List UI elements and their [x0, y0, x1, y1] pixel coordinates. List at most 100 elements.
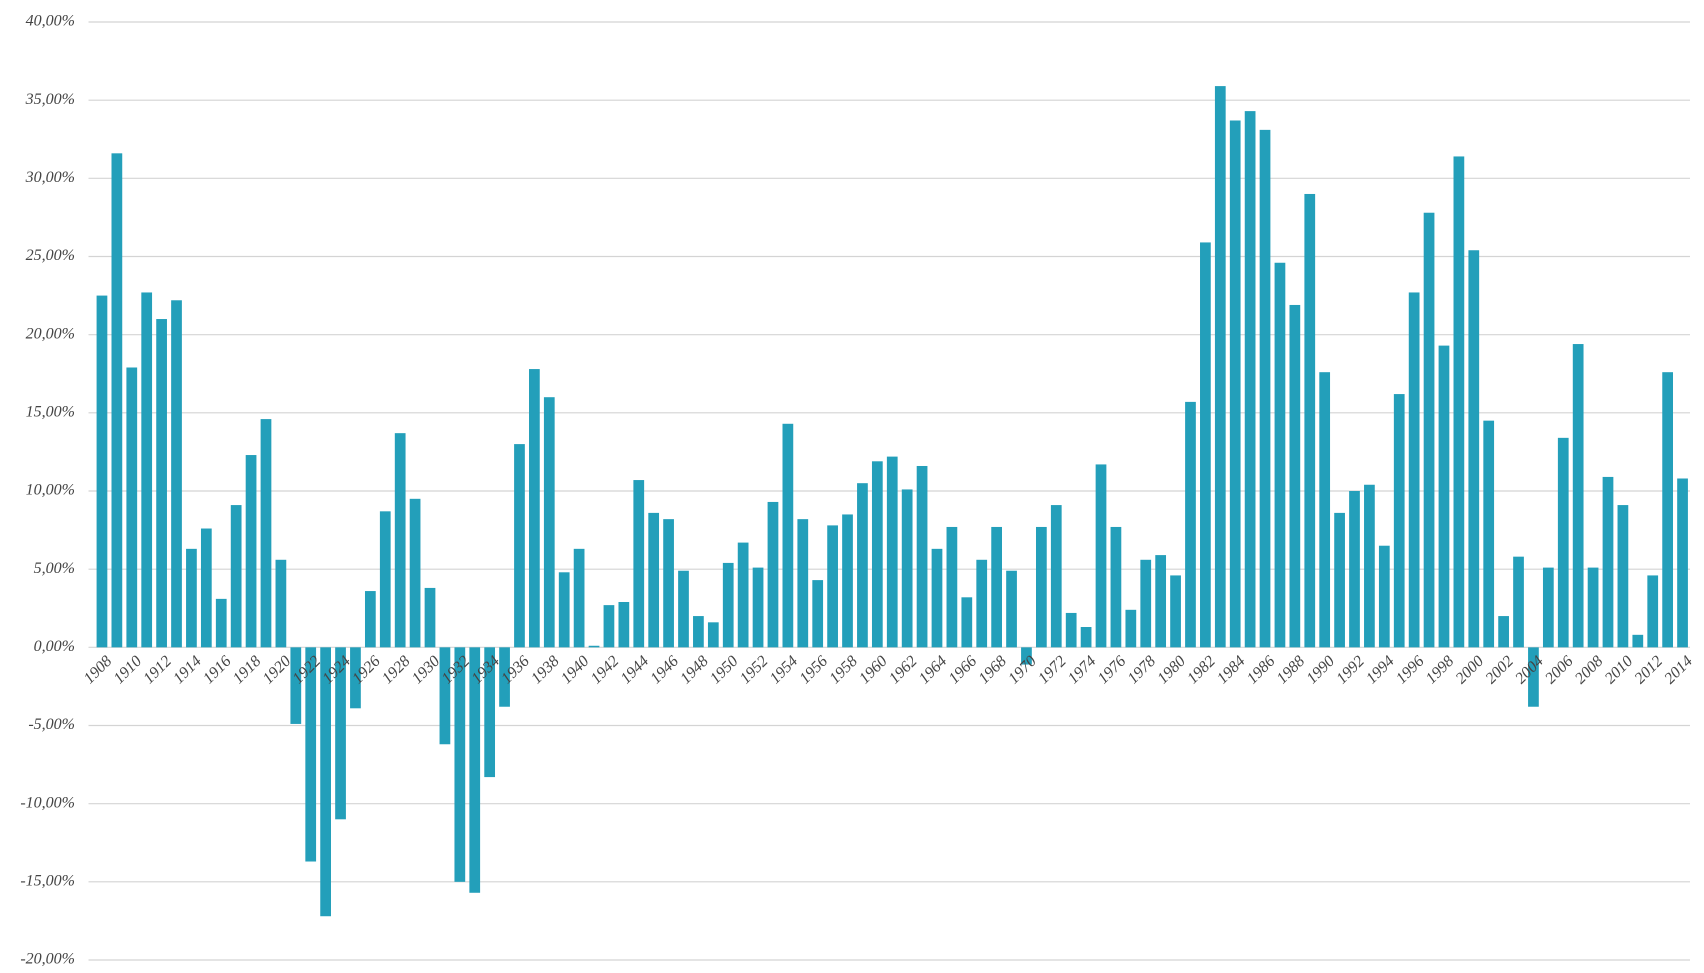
x-tick-label: 1946 [647, 653, 682, 688]
x-tick-label: 2012 [1631, 653, 1666, 688]
x-tick-label: 1968 [975, 653, 1010, 688]
bar [1602, 476, 1614, 648]
bar [364, 591, 376, 648]
bar [305, 647, 317, 862]
bar [215, 598, 227, 648]
bar [469, 647, 481, 893]
bar [767, 501, 779, 648]
bar [842, 514, 853, 648]
x-tick-label: 1970 [1005, 653, 1040, 688]
x-tick-label: 1992 [1333, 653, 1368, 688]
bar [454, 647, 466, 882]
bar [514, 444, 525, 648]
bar [96, 295, 108, 648]
bar [335, 647, 346, 820]
bar [1289, 304, 1301, 648]
bar [1572, 344, 1584, 648]
bar [797, 519, 809, 648]
x-tick-label: 1986 [1244, 653, 1279, 688]
x-tick-label: 1960 [856, 653, 891, 688]
bar [1229, 120, 1241, 648]
bar [1021, 647, 1032, 665]
bar [1677, 478, 1688, 648]
bar [1214, 86, 1226, 648]
x-tick-label: 1966 [946, 653, 981, 688]
x-tick-label: 1974 [1065, 653, 1100, 688]
bar [171, 300, 182, 648]
bar [857, 483, 868, 648]
bar [260, 419, 272, 648]
x-tick-label: 2006 [1542, 653, 1577, 688]
bar [320, 647, 331, 917]
x-tick-label: 1958 [826, 653, 861, 688]
x-tick-label: 1910 [111, 653, 146, 688]
bar [1125, 609, 1137, 648]
bar [1378, 545, 1390, 648]
bar [886, 456, 898, 648]
bar [946, 526, 958, 648]
x-tick-label: 1988 [1274, 653, 1309, 688]
bar [1557, 437, 1569, 648]
x-tick-label: 1972 [1035, 653, 1070, 688]
bar [1423, 212, 1435, 648]
bar [678, 570, 689, 648]
bar [1483, 420, 1495, 648]
bar [707, 622, 719, 648]
x-tick-label: 1962 [886, 653, 921, 688]
x-tick-label: 1950 [707, 653, 742, 688]
y-tick-label: 25,00% [26, 247, 75, 264]
bar [648, 512, 660, 648]
bar [1468, 250, 1480, 648]
x-tick-label: 2000 [1453, 653, 1488, 688]
x-tick-label: 1996 [1393, 653, 1428, 688]
x-tick-label: 2010 [1602, 653, 1637, 688]
x-tick-label: 2002 [1482, 653, 1517, 688]
bar [603, 605, 615, 648]
bar [1393, 394, 1405, 648]
bar [827, 525, 838, 648]
bar [111, 153, 123, 648]
bar [1185, 401, 1196, 648]
bar [1364, 484, 1375, 648]
y-tick-label: 35,00% [25, 91, 75, 108]
bar [871, 461, 883, 648]
x-tick-label: 1980 [1154, 653, 1189, 688]
bar [693, 616, 704, 648]
bar [1140, 559, 1152, 648]
y-tick-label: -20,00% [20, 951, 75, 968]
x-tick-label: 1978 [1125, 653, 1160, 688]
x-tick-label: 1908 [81, 653, 116, 688]
y-tick-label: 40,00% [26, 13, 75, 30]
x-tick-label: 1914 [170, 653, 205, 688]
bar [752, 567, 764, 648]
bar [186, 548, 197, 648]
bar [1006, 570, 1017, 648]
bar [1065, 612, 1077, 648]
x-tick-label: 1956 [796, 653, 831, 688]
x-tick-label: 1952 [737, 653, 772, 688]
x-tick-label: 1928 [379, 653, 414, 688]
bar [156, 319, 167, 648]
bar [275, 559, 287, 648]
bar [737, 542, 749, 648]
x-tick-label: 1938 [528, 653, 563, 688]
bar [1498, 616, 1509, 648]
bar [379, 511, 391, 648]
y-tick-label: -5,00% [28, 716, 75, 733]
bar [931, 548, 943, 648]
bar [1528, 647, 1539, 707]
bar [633, 480, 645, 648]
bar [499, 647, 510, 707]
bar [618, 601, 630, 648]
x-tick-label: 1998 [1423, 653, 1458, 688]
bar [1110, 526, 1122, 648]
x-tick-label: 1942 [588, 653, 623, 688]
x-tick-label: 1954 [767, 653, 802, 688]
y-tick-label: 15,00% [26, 404, 75, 421]
bar [1319, 372, 1331, 648]
bar [1095, 464, 1107, 648]
bar [1304, 193, 1316, 648]
x-tick-label: 1994 [1363, 653, 1398, 688]
bar [394, 433, 406, 648]
y-tick-label: 10,00% [26, 482, 75, 499]
